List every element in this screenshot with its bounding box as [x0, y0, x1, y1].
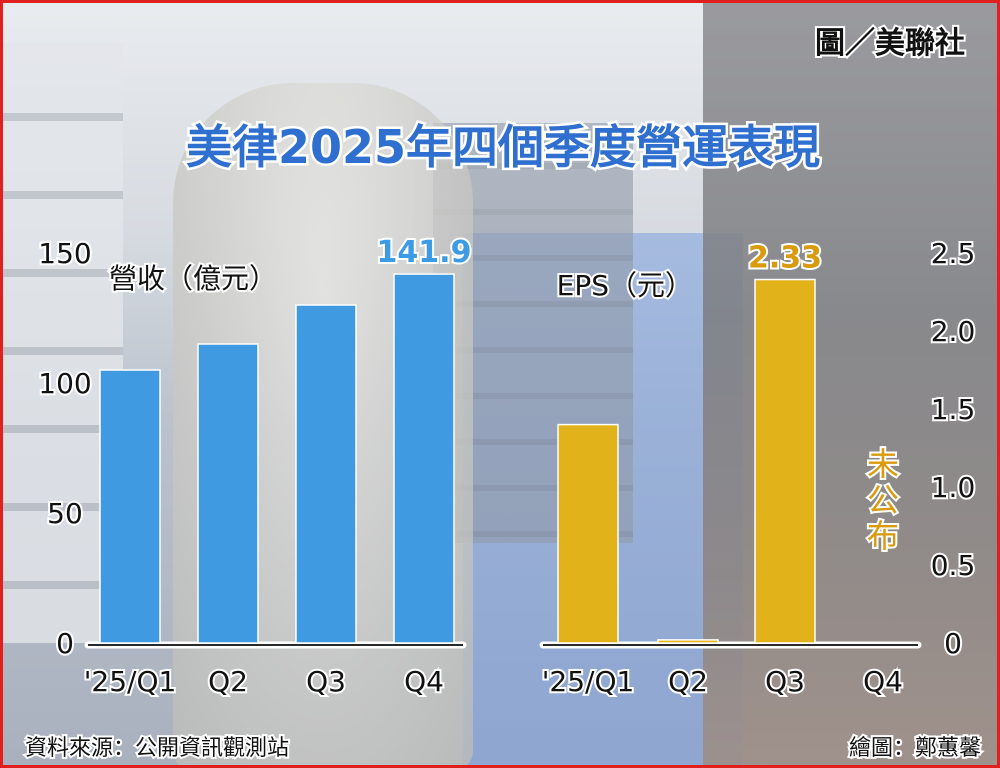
eps-ytick-label: 1.5: [931, 393, 976, 426]
revenue-ytick-label: 100: [38, 367, 91, 400]
revenue-category-label: Q2: [208, 665, 248, 698]
chart-canvas: 美律2025年四個季度營運表現 圖／美聯社 資料來源：公開資訊觀測站 繪圖：鄭蕙…: [23, 24, 983, 763]
revenue-bar-2: [197, 343, 259, 644]
revenue-value-label: 141.9: [377, 235, 472, 270]
revenue-bar-1: [99, 369, 161, 644]
eps-axis-title: EPS（元）: [557, 269, 693, 302]
revenue-category-label: Q3: [306, 665, 346, 698]
revenue-axis-title: 營收（億元）: [109, 262, 277, 295]
revenue-category-label: Q4: [404, 665, 444, 698]
eps-value-label: 2.33: [748, 241, 822, 276]
revenue-ytick-label: 150: [38, 237, 91, 270]
background-display-wall: [703, 3, 997, 765]
eps-ytick-label: 1.0: [931, 471, 976, 504]
illustrator-credit: 繪圖：鄭蕙馨: [849, 736, 981, 761]
eps-category-label: '25/Q1: [542, 665, 635, 698]
eps-q4-annotation-char: 布: [867, 517, 899, 555]
revenue-category-label: '25/Q1: [84, 665, 177, 698]
eps-category-label: Q4: [863, 665, 903, 698]
chart-title: 美律2025年四個季度營運表現: [186, 120, 820, 174]
eps-q4-annotation-char: 公: [867, 481, 899, 519]
eps-ytick-label: 0: [944, 627, 962, 660]
photo-credit: 圖／美聯社: [815, 26, 965, 61]
eps-bar-2: [657, 639, 719, 644]
eps-ytick-label: 2.5: [931, 237, 976, 270]
eps-q4-annotation-char: 未: [867, 445, 899, 483]
revenue-bar-3: [295, 304, 357, 644]
eps-category-label: Q2: [668, 665, 708, 698]
revenue-ytick-label: 50: [47, 497, 83, 530]
photo-overlay: [3, 3, 997, 765]
eps-bar-1: [557, 423, 619, 644]
revenue-bar-4: [393, 273, 455, 644]
revenue-ytick-label: 0: [56, 627, 74, 660]
eps-ytick-label: 2.0: [931, 315, 976, 348]
eps-bar-3: [754, 278, 816, 644]
eps-category-label: Q3: [765, 665, 805, 698]
chart-marks: 150 100 50 0 營收（億元） '25/Q1 Q2 Q3 141.9 Q4 2.5 2.0 1.…: [36, 233, 977, 700]
eps-ytick-label: 0.5: [931, 549, 976, 582]
data-source: 資料來源：公開資訊觀測站: [25, 736, 289, 761]
